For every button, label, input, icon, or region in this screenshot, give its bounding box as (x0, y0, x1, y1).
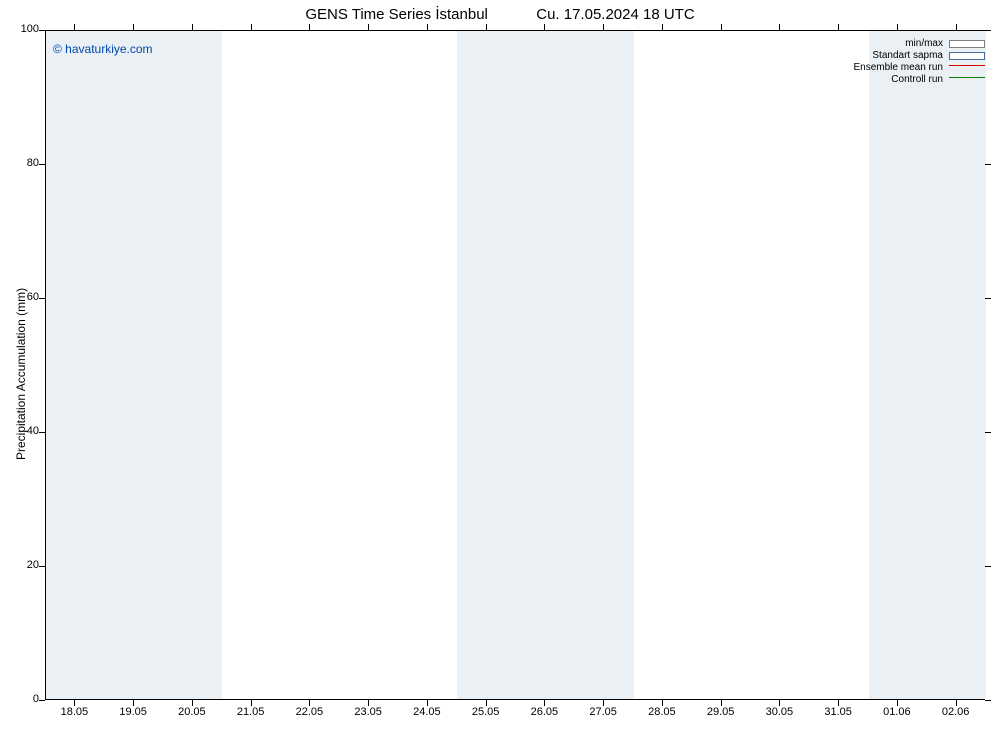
y-tick-mark (39, 30, 45, 31)
chart-title: GENS Time Series İstanbul Cu. 17.05.2024… (0, 6, 1000, 23)
x-tick-mark (427, 700, 428, 706)
weekend-band (164, 31, 223, 699)
legend-line (949, 65, 985, 66)
x-tick-mark (309, 24, 310, 30)
x-tick-label: 31.05 (824, 706, 852, 718)
y-tick-label: 60 (15, 291, 39, 303)
weekend-band (105, 31, 164, 699)
x-tick-label: 25.05 (472, 706, 500, 718)
legend-line (949, 77, 985, 78)
legend-label: Controll run (891, 74, 943, 86)
x-tick-label: 22.05 (296, 706, 324, 718)
legend-swatch (949, 40, 985, 48)
y-tick-label: 100 (15, 23, 39, 35)
x-tick-mark (838, 700, 839, 706)
x-tick-mark (133, 24, 134, 30)
y-tick-mark (39, 298, 45, 299)
weekend-band (457, 31, 516, 699)
x-tick-mark (956, 24, 957, 30)
x-tick-mark (74, 24, 75, 30)
legend-label: Ensemble mean run (854, 62, 944, 74)
x-tick-mark (133, 700, 134, 706)
x-tick-mark (721, 700, 722, 706)
x-tick-label: 28.05 (648, 706, 676, 718)
chart-root: GENS Time Series İstanbul Cu. 17.05.2024… (0, 0, 1000, 733)
x-tick-label: 02.06 (942, 706, 970, 718)
x-tick-label: 29.05 (707, 706, 735, 718)
y-tick-mark (985, 164, 991, 165)
legend: min/maxStandart sapmaEnsemble mean runCo… (854, 38, 986, 86)
legend-entry: Standart sapma (854, 50, 986, 62)
y-tick-label: 40 (15, 425, 39, 437)
x-tick-mark (603, 24, 604, 30)
y-tick-mark (985, 30, 991, 31)
x-tick-label: 19.05 (119, 706, 147, 718)
x-tick-label: 26.05 (531, 706, 559, 718)
x-tick-mark (192, 700, 193, 706)
weekend-band (927, 31, 986, 699)
x-tick-mark (838, 24, 839, 30)
x-tick-label: 20.05 (178, 706, 206, 718)
x-tick-mark (956, 700, 957, 706)
x-tick-mark (368, 700, 369, 706)
legend-swatch (949, 52, 985, 60)
weekend-band (46, 31, 105, 699)
x-tick-mark (779, 700, 780, 706)
x-tick-mark (251, 700, 252, 706)
legend-entry: min/max (854, 38, 986, 50)
x-tick-mark (427, 24, 428, 30)
x-tick-label: 27.05 (589, 706, 617, 718)
x-tick-mark (544, 24, 545, 30)
legend-label: Standart sapma (872, 50, 943, 62)
x-tick-mark (368, 24, 369, 30)
x-tick-mark (74, 700, 75, 706)
weekend-band (869, 31, 928, 699)
x-tick-mark (897, 24, 898, 30)
x-tick-mark (603, 700, 604, 706)
x-tick-mark (251, 24, 252, 30)
x-tick-label: 24.05 (413, 706, 441, 718)
x-tick-mark (662, 24, 663, 30)
legend-entry: Controll run (854, 74, 986, 86)
x-tick-mark (897, 700, 898, 706)
x-tick-mark (192, 24, 193, 30)
watermark: © havaturkiye.com (53, 42, 153, 56)
x-tick-mark (309, 700, 310, 706)
x-tick-mark (662, 700, 663, 706)
y-tick-mark (39, 566, 45, 567)
x-tick-label: 30.05 (766, 706, 794, 718)
y-tick-mark (985, 566, 991, 567)
x-tick-mark (486, 24, 487, 30)
y-tick-label: 0 (15, 693, 39, 705)
y-tick-mark (39, 700, 45, 701)
legend-label: min/max (905, 38, 943, 50)
y-tick-mark (39, 164, 45, 165)
y-tick-label: 80 (15, 157, 39, 169)
x-tick-label: 23.05 (354, 706, 382, 718)
weekend-band (575, 31, 634, 699)
y-tick-mark (985, 298, 991, 299)
x-tick-label: 01.06 (883, 706, 911, 718)
x-tick-label: 21.05 (237, 706, 265, 718)
y-tick-mark (985, 700, 991, 701)
title-left: GENS Time Series İstanbul (305, 6, 488, 23)
y-tick-mark (985, 432, 991, 433)
x-tick-label: 18.05 (61, 706, 89, 718)
y-tick-label: 20 (15, 559, 39, 571)
x-tick-mark (486, 700, 487, 706)
title-right: Cu. 17.05.2024 18 UTC (536, 6, 694, 23)
plot-area (45, 30, 985, 700)
x-tick-mark (721, 24, 722, 30)
x-tick-mark (779, 24, 780, 30)
weekend-band (516, 31, 575, 699)
x-tick-mark (544, 700, 545, 706)
legend-entry: Ensemble mean run (854, 62, 986, 74)
y-tick-mark (39, 432, 45, 433)
